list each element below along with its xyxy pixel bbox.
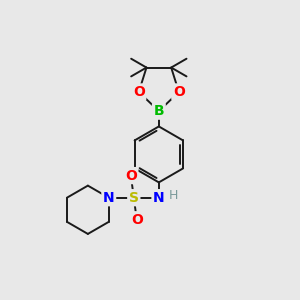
Text: N: N bbox=[153, 191, 165, 205]
Text: S: S bbox=[129, 191, 139, 205]
Text: O: O bbox=[133, 85, 145, 99]
Text: N: N bbox=[103, 191, 115, 205]
Text: O: O bbox=[131, 213, 143, 227]
Text: O: O bbox=[173, 85, 185, 99]
Text: B: B bbox=[154, 104, 164, 118]
Text: H: H bbox=[168, 189, 178, 203]
Text: O: O bbox=[125, 169, 137, 183]
